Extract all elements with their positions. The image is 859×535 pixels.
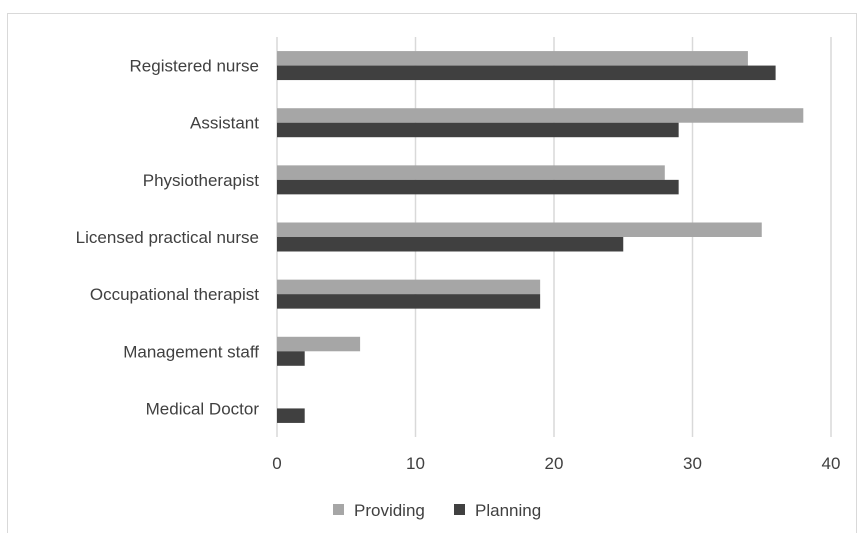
bar-planning [277, 65, 776, 81]
legend-swatch-providing [333, 504, 344, 515]
bar-providing [277, 51, 748, 66]
bar-providing [277, 108, 804, 123]
category-label: Medical Doctor [146, 399, 260, 418]
category-label: Management staff [123, 342, 259, 361]
category-label: Occupational therapist [90, 285, 259, 304]
bar-planning [277, 237, 624, 252]
category-label: Registered nurse [130, 57, 259, 76]
x-tick-label: 40 [822, 454, 841, 473]
category-label: Physiotherapist [143, 171, 260, 190]
category-label: Licensed practical nurse [76, 228, 259, 247]
bar-planning [277, 408, 305, 423]
category-label: Assistant [190, 114, 259, 133]
x-tick-label: 20 [545, 454, 564, 473]
bar-providing [277, 279, 541, 295]
bar-planning [277, 179, 679, 195]
legend-swatch-planning [454, 504, 465, 515]
bar-providing [277, 222, 762, 237]
x-tick-label: 10 [406, 454, 425, 473]
x-tick-label: 30 [683, 454, 702, 473]
bar-providing [277, 336, 361, 352]
bar-providing [277, 165, 665, 180]
legend-label-providing: Providing [354, 501, 425, 520]
x-tick-label: 0 [272, 454, 281, 473]
bar-planning [277, 122, 679, 138]
bar-planning [277, 351, 305, 366]
legend-label-planning: Planning [475, 501, 541, 520]
chart-frame [7, 13, 857, 533]
bar-planning [277, 294, 541, 309]
